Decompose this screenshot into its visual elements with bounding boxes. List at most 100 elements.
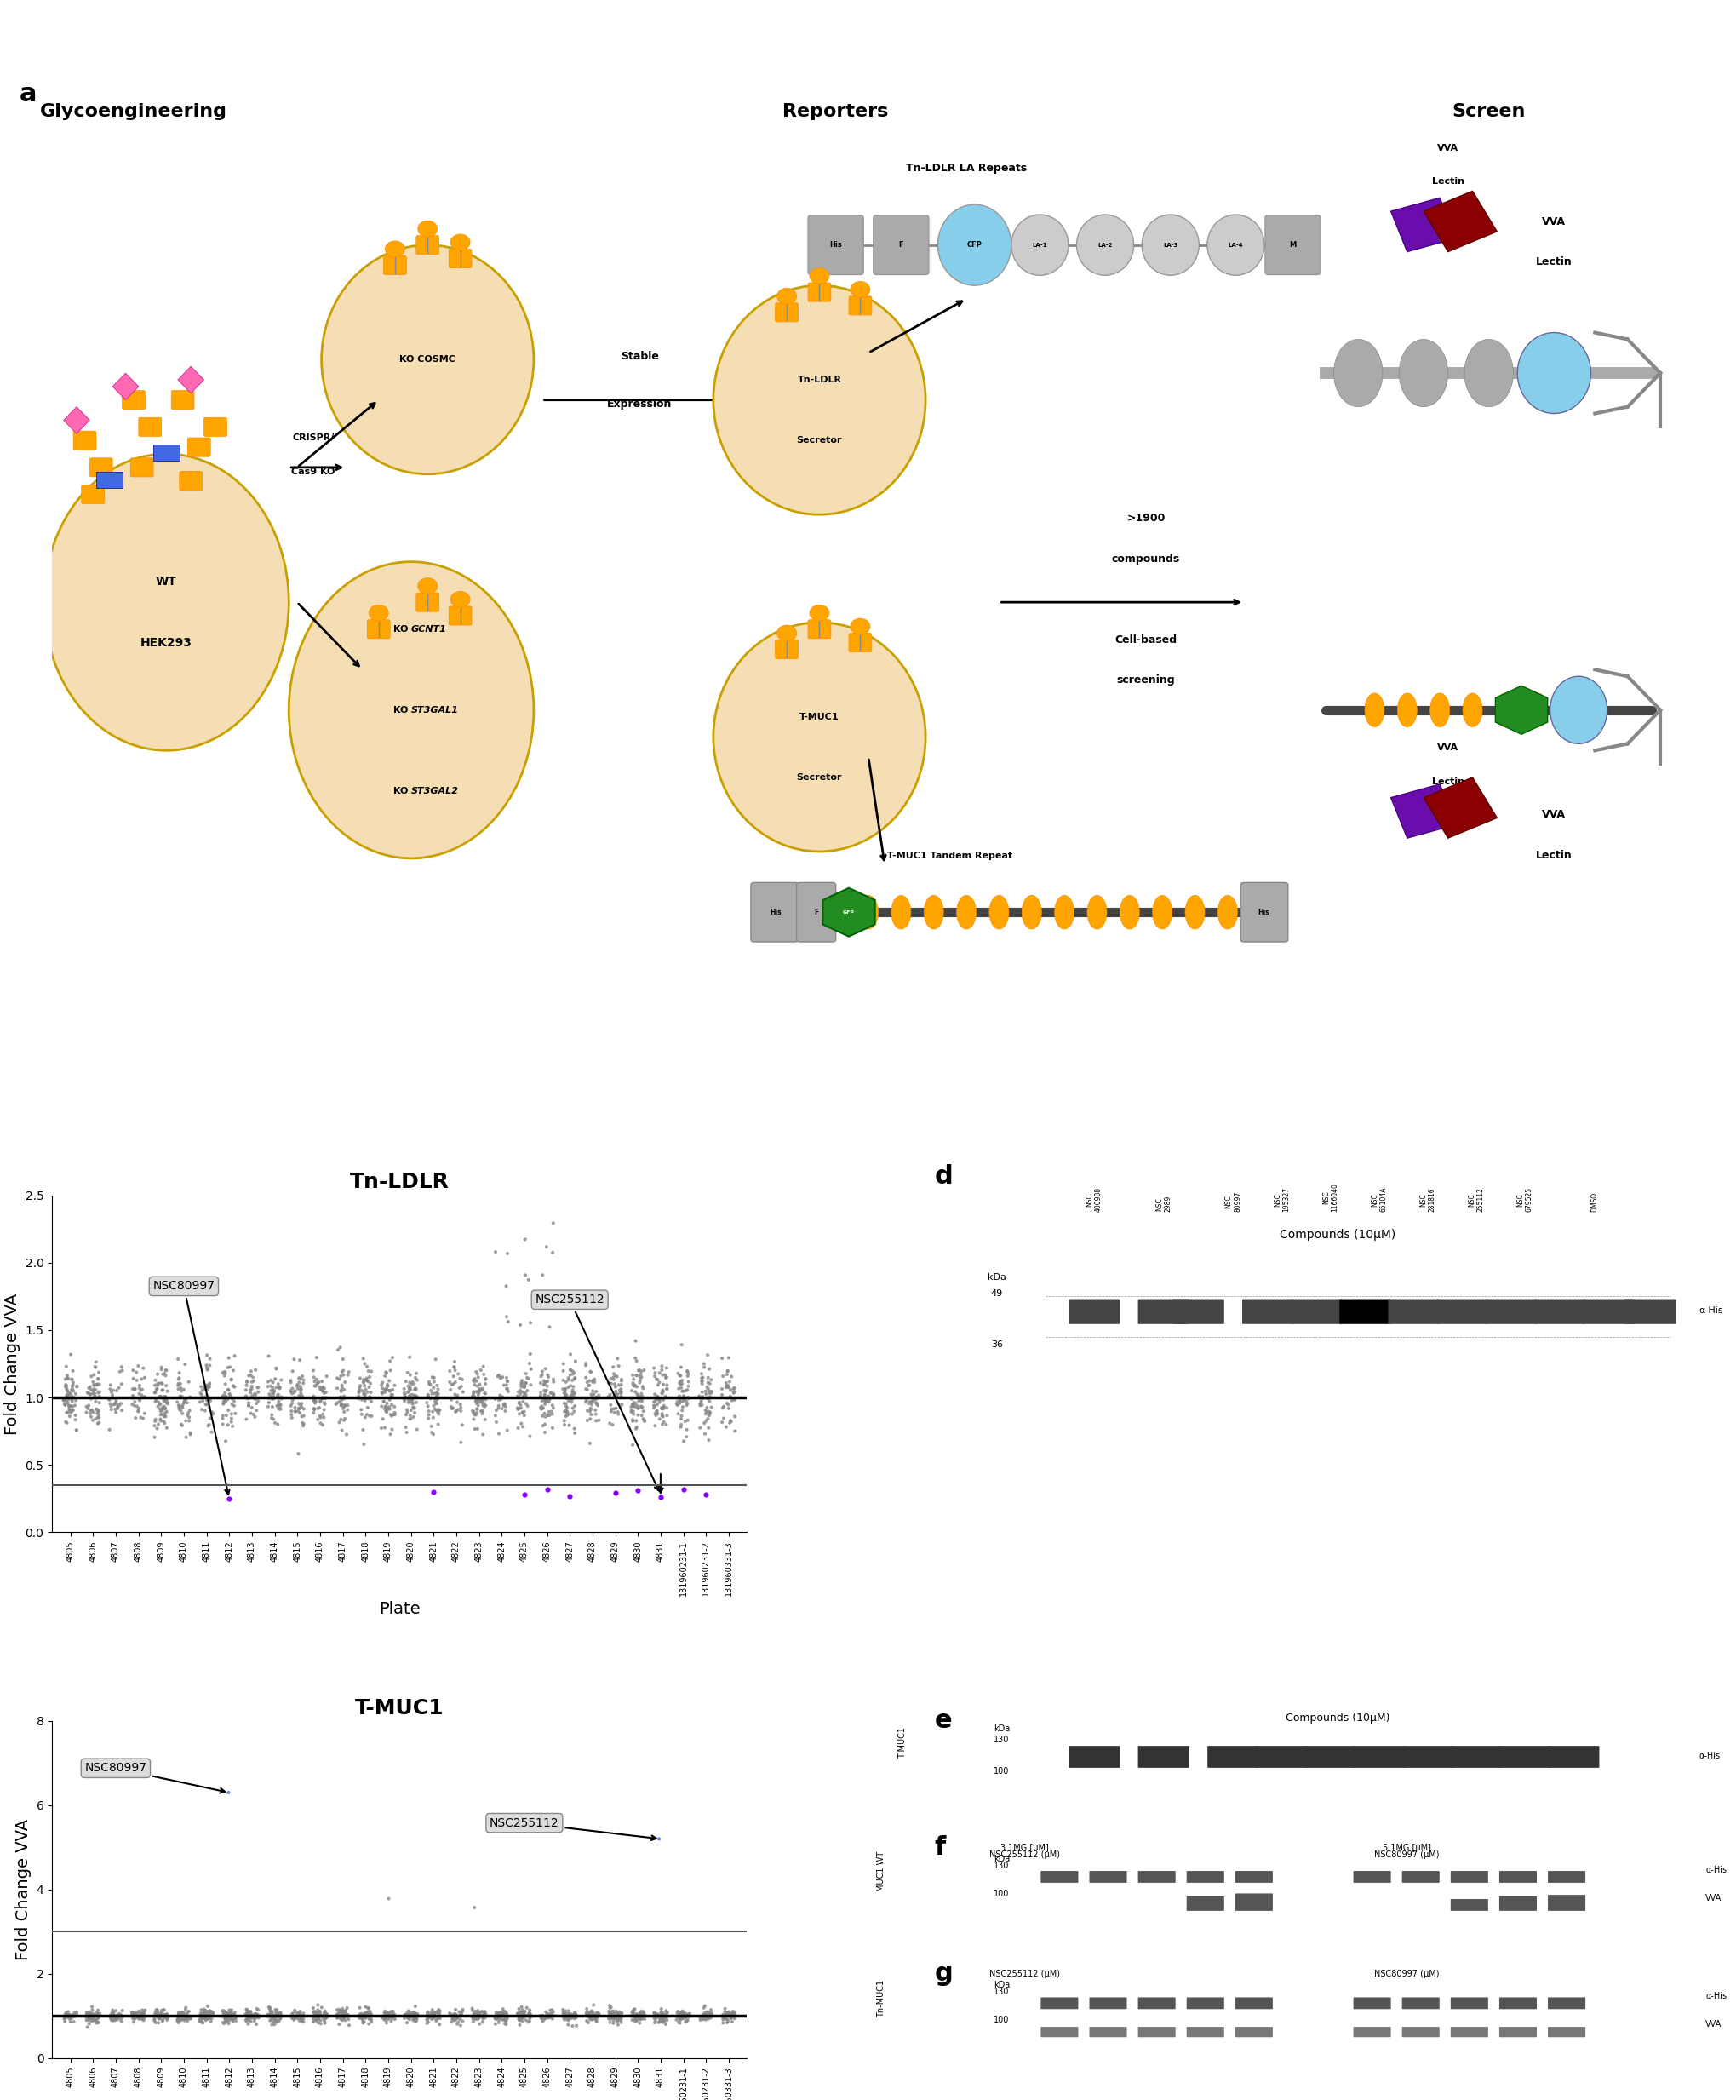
Point	[347, 1999, 375, 2033]
Point	[97, 1392, 125, 1426]
Point	[516, 1997, 543, 2031]
Point	[538, 1396, 566, 1430]
Point	[491, 1390, 519, 1424]
Point	[550, 1373, 578, 1407]
Point	[217, 1995, 245, 2029]
Point	[236, 2005, 264, 2039]
Point	[54, 1361, 82, 1394]
Point	[372, 1997, 399, 2031]
Point	[283, 2001, 311, 2035]
Point	[328, 1369, 356, 1403]
Point	[168, 1396, 196, 1430]
Point	[578, 1363, 606, 1396]
Point	[623, 1359, 651, 1392]
Point	[345, 1997, 373, 2031]
Point	[418, 1361, 446, 1394]
Point	[507, 1388, 535, 1422]
Point	[595, 1999, 623, 2033]
Point	[628, 1390, 656, 1424]
Point	[687, 1367, 715, 1401]
Point	[689, 2001, 717, 2035]
Point	[62, 1413, 90, 1447]
Point	[354, 1991, 382, 2024]
Point	[177, 1415, 205, 1449]
Point	[597, 1367, 625, 1401]
Point	[59, 1394, 87, 1428]
Point	[415, 1367, 443, 1401]
Point	[491, 2001, 519, 2035]
Point	[97, 2003, 125, 2037]
Ellipse shape	[1021, 895, 1042, 928]
Point	[425, 1993, 453, 2026]
Point	[380, 1997, 408, 2031]
Point	[323, 1993, 351, 2026]
Point	[486, 2003, 514, 2037]
Text: KO: KO	[392, 706, 411, 714]
FancyBboxPatch shape	[1450, 1745, 1502, 1768]
Point	[413, 1995, 441, 2029]
Point	[286, 1396, 314, 1430]
Point	[231, 1999, 259, 2033]
Point	[533, 1997, 561, 2031]
Point	[443, 2001, 470, 2035]
FancyBboxPatch shape	[1137, 1997, 1175, 2010]
FancyBboxPatch shape	[90, 458, 113, 477]
Point	[674, 1999, 701, 2033]
Point	[648, 2001, 675, 2035]
Point	[599, 1407, 627, 1441]
Point	[214, 1997, 241, 2031]
Text: 36: 36	[991, 1340, 1002, 1348]
Point	[561, 1344, 589, 1378]
FancyBboxPatch shape	[366, 619, 391, 638]
Point	[630, 2001, 658, 2035]
Point	[276, 1388, 304, 1422]
Point	[83, 1993, 111, 2026]
Point	[552, 1995, 580, 2029]
Point	[356, 1361, 384, 1394]
Point	[396, 1999, 424, 2033]
Point	[460, 1363, 488, 1396]
Point	[85, 1363, 113, 1396]
Point	[101, 2003, 128, 2037]
Point	[460, 2001, 488, 2035]
Point	[693, 1999, 720, 2033]
Point	[102, 1384, 130, 1418]
Point	[472, 1382, 500, 1415]
Point	[144, 1995, 172, 2029]
Point	[533, 1384, 561, 1418]
Point	[217, 1995, 245, 2029]
Point	[52, 1999, 80, 2033]
Point	[491, 1997, 519, 2031]
Point	[262, 1997, 290, 2031]
Point	[715, 1342, 743, 1376]
Point	[142, 1993, 170, 2026]
Point	[243, 1394, 271, 1428]
Point	[529, 1367, 557, 1401]
Point	[668, 1995, 696, 2029]
Point	[488, 1380, 516, 1413]
Point	[672, 2005, 700, 2039]
Point	[687, 1365, 715, 1399]
Text: NSC
255112: NSC 255112	[1467, 1189, 1484, 1212]
Point	[153, 1386, 181, 1420]
Point	[259, 1403, 286, 1436]
Point	[628, 1999, 656, 2033]
Point	[95, 1371, 123, 1405]
Point	[469, 1384, 496, 1418]
Point	[694, 1424, 722, 1457]
FancyBboxPatch shape	[1137, 1300, 1189, 1323]
Point	[651, 1359, 679, 1392]
Point	[507, 1369, 535, 1403]
Point	[220, 1369, 248, 1403]
FancyBboxPatch shape	[1234, 1997, 1272, 2010]
Point	[424, 1392, 451, 1426]
Point	[120, 1361, 148, 1394]
Point	[262, 1993, 290, 2026]
Point	[356, 1380, 384, 1413]
Point	[403, 1380, 431, 1413]
Point	[283, 1367, 311, 1401]
Point	[165, 2001, 193, 2035]
Point	[394, 1357, 422, 1390]
Point	[628, 1380, 656, 1413]
FancyBboxPatch shape	[1338, 1300, 1391, 1323]
